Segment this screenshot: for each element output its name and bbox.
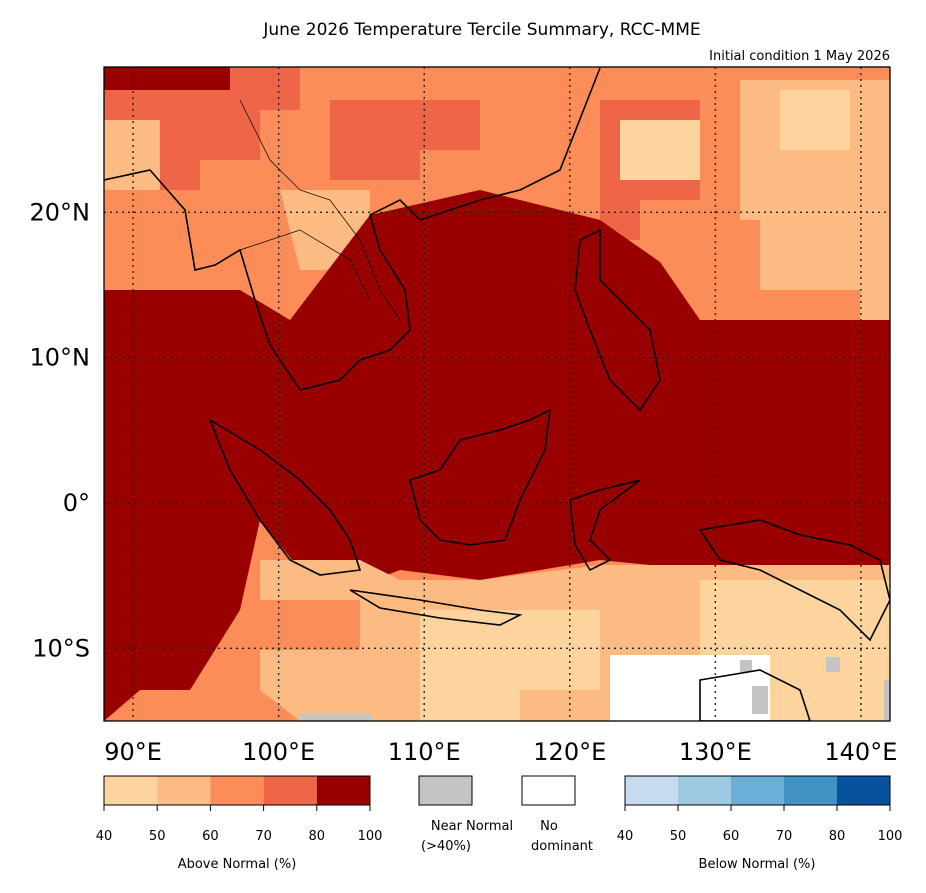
- field-patch: [300, 657, 890, 721]
- y-tick-label: 10°N: [30, 344, 91, 372]
- graticule: [104, 67, 890, 721]
- colorbar-label: Above Normal (%): [178, 857, 297, 872]
- no-dominant-label: No: [540, 819, 558, 834]
- colorbar-swatch: [210, 776, 264, 805]
- subtitle: Initial condition 1 May 2026: [709, 49, 890, 64]
- colorbar-tick-label: 50: [670, 829, 687, 844]
- colorbar-tick-label: 50: [149, 829, 166, 844]
- field-patch: [330, 100, 480, 180]
- field-patch: [620, 120, 700, 180]
- x-tick-label: 130°E: [679, 738, 752, 766]
- x-tick-label: 90°E: [104, 738, 162, 766]
- field-patch: [740, 80, 890, 320]
- x-tick-label: 100°E: [242, 738, 315, 766]
- colorbar-tick-label: 40: [96, 829, 113, 844]
- border: [239, 99, 401, 321]
- coastline: [349, 589, 523, 626]
- field-patch: [260, 600, 360, 650]
- x-tick-label: 140°E: [824, 738, 897, 766]
- coastline: [574, 228, 661, 412]
- field-patch: [104, 120, 160, 190]
- map-field: [104, 67, 890, 721]
- near-normal-swatch: [418, 775, 473, 806]
- field-patch: [104, 190, 890, 721]
- colorbar-swatch: [157, 776, 211, 805]
- colorbar-swatch: [731, 776, 784, 805]
- colorbar-tick-label: 70: [255, 829, 272, 844]
- coastline: [699, 669, 811, 721]
- coastline: [409, 408, 551, 546]
- colorbar-frame: [103, 775, 371, 806]
- colorbar-swatch: [625, 776, 678, 805]
- y-tick-label: 20°N: [30, 198, 91, 226]
- field-patch: [104, 67, 230, 90]
- colorbar-tick-label: 80: [829, 829, 846, 844]
- coastline: [698, 519, 890, 642]
- plot-frame: [103, 66, 891, 722]
- field-patch: [420, 610, 600, 721]
- coastline: [104, 67, 601, 391]
- colorbar-swatch: [678, 776, 731, 805]
- colorbar-tick-label: 80: [309, 829, 326, 844]
- no-dominant-swatch: [521, 775, 576, 806]
- field-patch: [610, 655, 770, 721]
- colorbar-swatch: [784, 776, 837, 805]
- x-tick-label: 110°E: [388, 738, 461, 766]
- y-tick-label: 10°S: [32, 634, 90, 662]
- field-patch: [780, 90, 850, 150]
- near-normal-label: (>40%): [421, 839, 471, 854]
- colorbar-swatch: [837, 776, 890, 805]
- colorbar-tick-label: 100: [878, 829, 903, 844]
- colorbar-tick-label: 60: [202, 829, 219, 844]
- no-dominant-label: dominant: [531, 839, 593, 854]
- colorbar-tick-label: 70: [776, 829, 793, 844]
- x-tick-label: 120°E: [533, 738, 606, 766]
- colorbar-swatch: [316, 776, 370, 805]
- colorbar-tick-label: 40: [617, 829, 634, 844]
- colorbar-swatch: [104, 776, 158, 805]
- title: June 2026 Temperature Tercile Summary, R…: [262, 20, 700, 40]
- y-tick-label: 0°: [63, 489, 90, 517]
- colorbar-swatch: [263, 776, 317, 805]
- colorbar-label: Below Normal (%): [699, 857, 816, 872]
- colorbar-tick-label: 100: [358, 829, 383, 844]
- near-normal-label: Near Normal: [431, 819, 513, 834]
- coastline: [569, 479, 641, 572]
- colorbar-tick-label: 60: [723, 829, 740, 844]
- colorbar-frame: [624, 775, 891, 806]
